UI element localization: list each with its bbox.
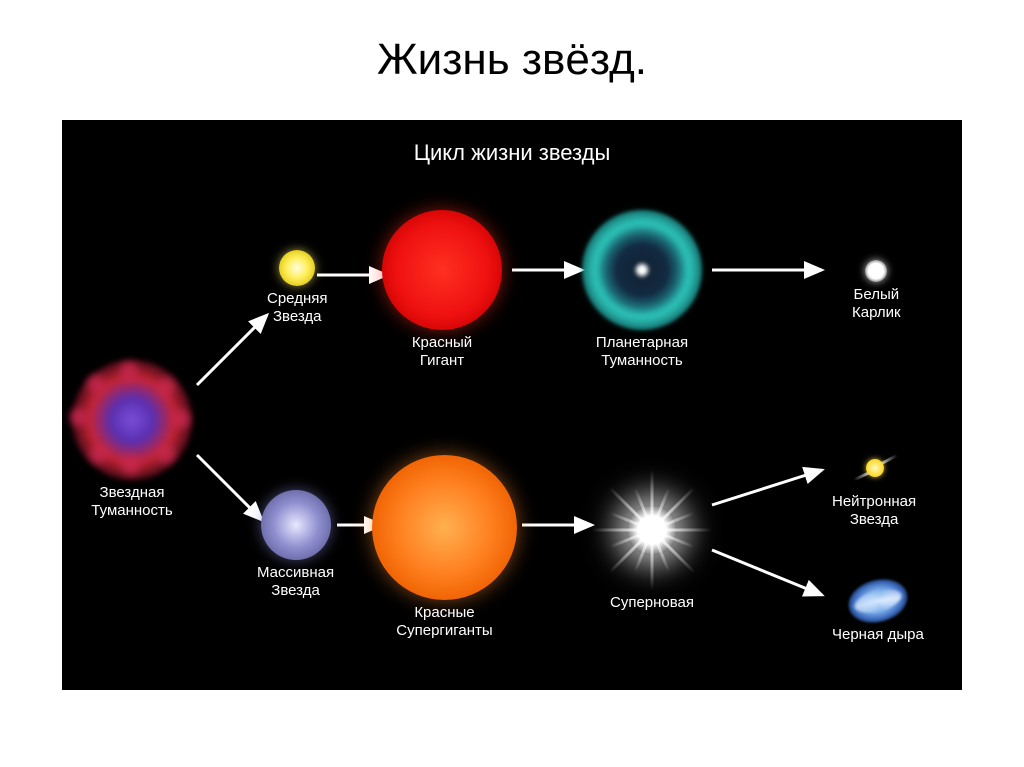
node-white-dwarf: Белый Карлик: [852, 260, 901, 322]
red-giant-icon: [382, 210, 502, 330]
node-massive-star: Массивная Звезда: [257, 490, 334, 600]
node-stellar-nebula: Звездная Туманность: [72, 360, 192, 520]
arrow-supernova-to-neutron_star: [712, 470, 822, 505]
node-supernova: Суперновая: [592, 470, 712, 612]
node-label: Черная дыра: [832, 626, 924, 644]
node-label: Красные Супергиганты: [396, 604, 492, 640]
arrow-stellar_nebula-to-medium_star: [197, 315, 267, 385]
node-red-giant: Красный Гигант: [382, 210, 502, 370]
planetary-nebula-icon: [582, 210, 702, 330]
node-label: Красный Гигант: [412, 334, 472, 370]
white-dwarf-icon: [865, 260, 887, 282]
node-label: Белый Карлик: [852, 286, 901, 322]
slide: Жизнь звёзд. Цикл жизни звезды: [0, 0, 1024, 767]
node-label: Звездная Туманность: [91, 484, 172, 520]
supernova-icon: [592, 470, 712, 590]
arrow-supernova-to-black_hole: [712, 550, 822, 595]
neutron-star-icon: [844, 445, 904, 489]
black-hole-icon: [848, 580, 908, 622]
node-label: Нейтронная Звезда: [832, 493, 916, 529]
node-medium-star: Средняя Звезда: [267, 250, 327, 326]
node-black-hole: Черная дыра: [832, 580, 924, 644]
node-label: Массивная Звезда: [257, 564, 334, 600]
node-label: Суперновая: [610, 594, 694, 612]
medium-star-icon: [279, 250, 315, 286]
arrow-stellar_nebula-to-massive_star: [197, 455, 262, 520]
node-neutron-star: Нейтронная Звезда: [832, 445, 916, 529]
node-label: Средняя Звезда: [267, 290, 327, 326]
node-label: Планетарная Туманность: [596, 334, 688, 370]
node-red-supergiant: Красные Супергиганты: [372, 455, 517, 640]
page-title: Жизнь звёзд.: [377, 35, 647, 85]
stellar-nebula-icon: [72, 360, 192, 480]
massive-star-icon: [261, 490, 331, 560]
lifecycle-diagram: Цикл жизни звезды Звездная Ту: [62, 120, 962, 690]
node-planetary-nebula: Планетарная Туманность: [582, 210, 702, 370]
red-supergiant-icon: [372, 455, 517, 600]
